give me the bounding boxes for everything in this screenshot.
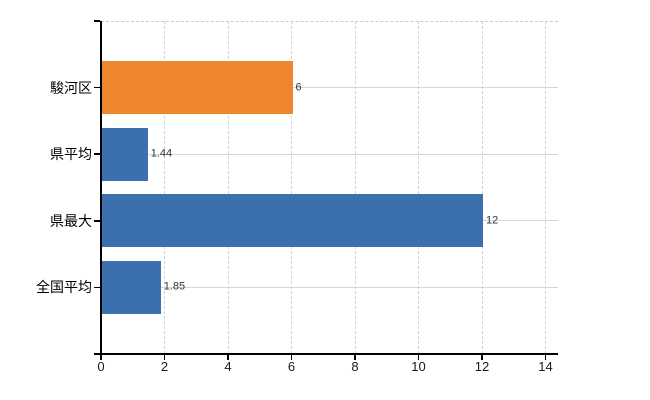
gridline <box>101 87 558 89</box>
x-axis <box>100 353 558 355</box>
category-label: 県平均 <box>50 146 92 163</box>
y-axis-tick <box>94 286 100 289</box>
x-axis-tick <box>163 355 166 360</box>
x-tick-label: 2 <box>160 359 169 374</box>
bar <box>102 61 293 115</box>
category-label: 駿河区 <box>50 79 92 96</box>
value-label: 1.85 <box>163 280 186 293</box>
y-axis-tick <box>94 86 100 89</box>
value-label: 6 <box>295 81 302 94</box>
x-axis-tick <box>544 355 547 360</box>
x-axis-tick <box>354 355 356 360</box>
plot-top-border <box>101 21 558 22</box>
category-label: 県最大 <box>50 212 92 229</box>
y-axis-tick <box>94 353 100 355</box>
gridline <box>101 153 558 155</box>
x-tick-label: 10 <box>411 359 426 374</box>
category-label: 全国平均 <box>36 279 92 296</box>
x-axis-tick <box>417 355 420 360</box>
gridline <box>545 21 546 354</box>
value-label: 1.44 <box>150 147 173 160</box>
bar <box>102 194 483 248</box>
x-axis-tick <box>227 355 229 360</box>
bar <box>102 260 161 314</box>
gridline <box>481 21 483 354</box>
gridline <box>164 21 165 354</box>
x-tick-label: 14 <box>538 359 553 374</box>
y-axis-tick <box>94 20 100 22</box>
value-label: 12 <box>486 214 499 227</box>
x-axis-tick <box>481 355 483 360</box>
y-axis-tick <box>94 153 100 155</box>
x-axis-tick <box>290 355 293 360</box>
gridline <box>291 21 292 354</box>
x-tick-label: 6 <box>287 359 296 374</box>
x-tick-label: 12 <box>474 359 490 374</box>
x-tick-label: 8 <box>351 359 359 374</box>
x-tick-label: 4 <box>224 359 232 374</box>
y-axis-tick <box>94 220 100 222</box>
gridline <box>354 21 356 354</box>
y-axis <box>100 21 102 355</box>
gridline <box>101 286 558 288</box>
gridline <box>418 21 419 354</box>
x-tick-label: 0 <box>97 359 105 374</box>
gridline <box>227 21 229 354</box>
x-axis-tick <box>100 355 102 360</box>
bar <box>102 127 148 181</box>
